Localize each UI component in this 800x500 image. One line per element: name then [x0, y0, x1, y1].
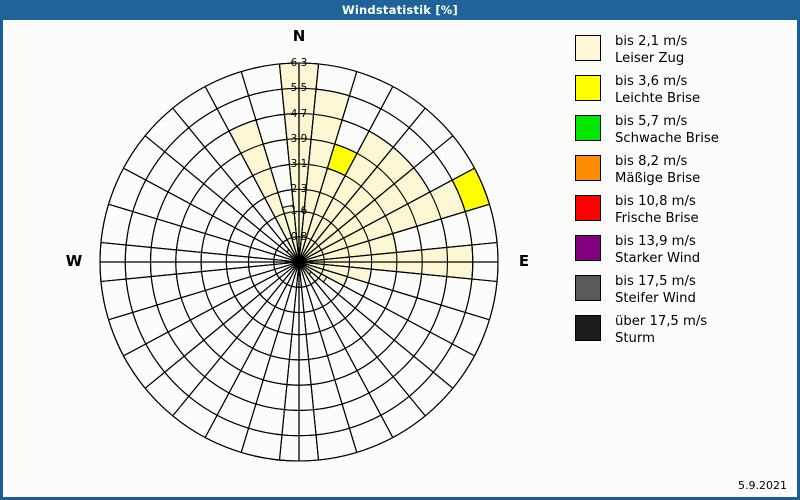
grid-spoke-overlay — [108, 261, 300, 321]
legend-beaufort-name: Sturm — [615, 330, 655, 346]
grid-spoke-overlay — [108, 203, 300, 263]
legend-swatch — [575, 275, 601, 301]
legend-beaufort-name: Leiser Zug — [615, 50, 685, 66]
legend-speed-range: über 17,5 m/s — [615, 314, 708, 329]
legend-swatch — [575, 195, 601, 221]
legend-label: über 17,5 m/s Sturm — [615, 314, 707, 347]
grid-spoke-overlay — [298, 203, 490, 263]
legend-item[interactable]: bis 5,7 m/s Schwache Brise — [575, 114, 790, 147]
grid-spoke-overlay — [172, 261, 300, 417]
grid-spoke-overlay — [298, 261, 426, 417]
legend-label: bis 3,6 m/s Leichte Brise — [615, 74, 700, 107]
legend-item[interactable]: bis 8,2 m/s Mäßige Brise — [575, 154, 790, 187]
grid-spoke-overlay — [278, 261, 300, 461]
legend-item[interactable]: bis 3,6 m/s Leichte Brise — [575, 74, 790, 107]
legend-item[interactable]: bis 10,8 m/s Frische Brise — [575, 194, 790, 227]
legend-beaufort-name: Schwache Brise — [615, 130, 719, 146]
grid-spoke-overlay — [298, 261, 358, 453]
legend-speed-range: bis 17,5 m/s — [615, 274, 696, 289]
legend-label: bis 5,7 m/s Schwache Brise — [615, 114, 719, 147]
legend-item[interactable]: über 17,5 m/s Sturm — [575, 314, 790, 347]
grid-spoke-overlay — [144, 261, 300, 389]
legend-item[interactable]: bis 13,9 m/s Starker Wind — [575, 234, 790, 267]
radial-tick-label: 1,6 — [290, 205, 308, 218]
grid-spoke-overlay — [298, 167, 475, 263]
legend-speed-range: bis 13,9 m/s — [615, 234, 696, 249]
grid-spoke-overlay — [298, 107, 426, 263]
legend-label: bis 2,1 m/s Leiser Zug — [615, 34, 687, 67]
legend-label: bis 10,8 m/s Frische Brise — [615, 194, 699, 227]
legend-speed-range: bis 8,2 m/s — [615, 154, 688, 169]
legend-beaufort-name: Frische Brise — [615, 210, 699, 226]
grid-spoke-overlay — [100, 261, 300, 283]
legend-swatch — [575, 115, 601, 141]
legend-item[interactable]: bis 17,5 m/s Steifer Wind — [575, 274, 790, 307]
legend-swatch — [575, 75, 601, 101]
legend-speed-range: bis 2,1 m/s — [615, 34, 688, 49]
radial-tick-label: 2,3 — [290, 183, 308, 196]
radial-tick-label: 3,9 — [290, 132, 308, 145]
grid-spoke-overlay — [240, 71, 300, 263]
legend-swatch — [575, 155, 601, 181]
grid-spoke-overlay — [240, 261, 300, 453]
legend-beaufort-name: Starker Wind — [615, 250, 701, 266]
legend-beaufort-name: Leichte Brise — [615, 90, 701, 106]
grid-spoke-overlay — [298, 261, 498, 283]
grid-spoke-overlay — [298, 63, 320, 263]
grid-spoke-overlay — [172, 107, 300, 263]
radial-tick-label: 6,3 — [290, 57, 308, 69]
grid-spoke-overlay — [298, 71, 358, 263]
grid-spoke-overlay — [100, 241, 300, 263]
grid-spoke-overlay — [204, 86, 300, 263]
legend-speed-range: bis 3,6 m/s — [615, 74, 688, 89]
window-title: Windstatistik [%] — [342, 3, 458, 17]
legend-beaufort-name: Mäßige Brise — [615, 170, 701, 186]
grid-spoke-overlay — [298, 261, 320, 461]
legend-swatch — [575, 315, 601, 341]
wind-rose-svg — [99, 62, 499, 462]
grid-spoke-overlay — [298, 261, 454, 389]
legend-item[interactable]: bis 2,1 m/s Leiser Zug — [575, 34, 790, 67]
legend-swatch — [575, 35, 601, 61]
radial-tick-label: 0,8 — [290, 230, 308, 243]
radial-tick-label: 3,1 — [290, 158, 308, 171]
window-content: NESW 0,81,62,33,13,94,75,56,3 bis 2,1 m/… — [3, 20, 797, 495]
window-footer: 5.9.2021 — [3, 477, 797, 497]
polar-grid-overlay — [99, 62, 499, 462]
legend-label: bis 8,2 m/s Mäßige Brise — [615, 154, 700, 187]
legend-label: bis 17,5 m/s Steifer Wind — [615, 274, 696, 307]
grid-spoke-overlay — [204, 261, 300, 438]
window-titlebar: Windstatistik [%] — [0, 0, 800, 20]
grid-spoke-overlay — [298, 135, 454, 263]
legend-swatch — [575, 235, 601, 261]
legend: bis 2,1 m/s Leiser Zug bis 3,6 m/s Leichte … — [575, 34, 790, 354]
legend-speed-range: bis 10,8 m/s — [615, 194, 696, 209]
grid-spoke-overlay — [298, 261, 394, 438]
grid-spoke-overlay — [278, 63, 300, 263]
grid-spoke-overlay — [144, 135, 300, 263]
wind-rose-chart: NESW 0,81,62,33,13,94,75,56,3 — [3, 20, 573, 495]
cardinal-label-e: E — [518, 252, 530, 270]
legend-beaufort-name: Steifer Wind — [615, 290, 696, 306]
grid-spoke-overlay — [123, 261, 300, 357]
grid-spoke-overlay — [123, 167, 300, 263]
legend-label: bis 13,9 m/s Starker Wind — [615, 234, 700, 267]
legend-speed-range: bis 5,7 m/s — [615, 114, 688, 129]
cardinal-label-n: N — [292, 27, 306, 45]
radial-tick-label: 5,5 — [290, 82, 308, 95]
grid-spoke-overlay — [298, 261, 490, 321]
grid-spoke-overlay — [298, 261, 475, 357]
radial-tick-label: 4,7 — [290, 107, 308, 120]
date-stamp: 5.9.2021 — [738, 479, 787, 492]
grid-spoke-overlay — [298, 86, 394, 263]
grid-spoke-overlay — [298, 241, 498, 263]
cardinal-label-w: W — [65, 252, 83, 270]
